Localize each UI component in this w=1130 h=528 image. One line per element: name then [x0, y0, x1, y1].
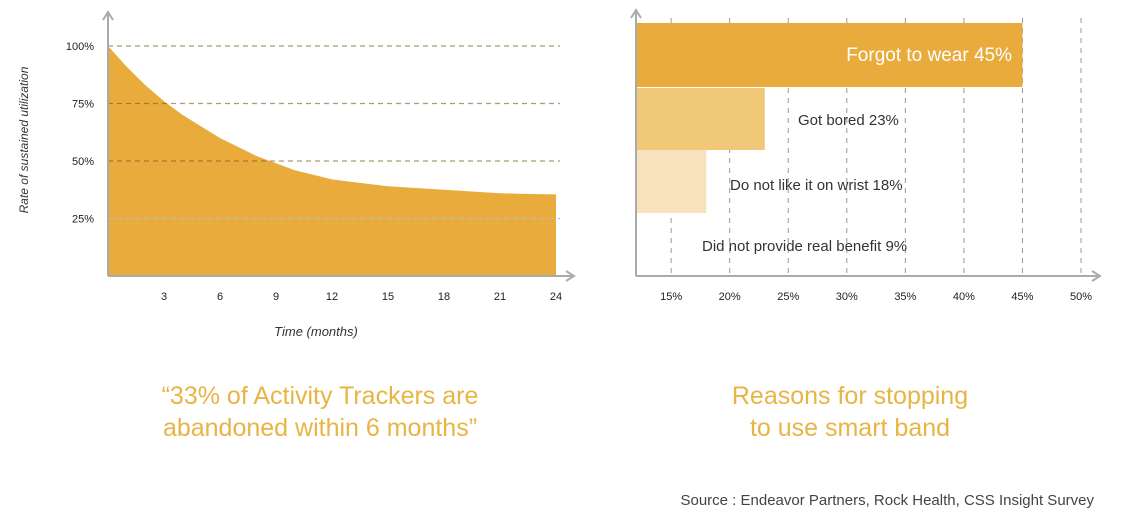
- x-tick-label: 50%: [1070, 291, 1092, 303]
- x-tick-label: 20%: [719, 291, 741, 303]
- x-tick-label: 6: [217, 291, 223, 303]
- x-tick-label: 12: [326, 291, 338, 303]
- right-caption-line2: to use smart band: [749, 414, 951, 442]
- x-tick-label: 35%: [894, 291, 916, 303]
- left-area-chart: 25% 50% 75% 100% 3 6 9 12 15 18 21 24 Time (months) R…: [17, 10, 576, 339]
- x-axis-arrow: [1091, 270, 1102, 282]
- right-caption: Reasons for stopping to use smart band: [640, 380, 1060, 444]
- y-tick-label: 50%: [72, 156, 94, 168]
- y-tick-label: 75%: [72, 99, 94, 111]
- y-axis-title: Rate of sustained utilization: [17, 66, 31, 213]
- left-caption-line1: “33% of Activity Trackers are: [161, 382, 479, 410]
- bar-label: Got bored 23%: [798, 112, 899, 129]
- y-tick-label: 25%: [72, 214, 94, 226]
- bar-label: Did not provide real benefit 9%: [702, 238, 907, 255]
- bar-label: Forgot to wear 45%: [846, 45, 1012, 66]
- bar: [636, 88, 765, 150]
- source-note: Source : Endeavor Partners, Rock Health,…: [680, 492, 1094, 509]
- y-axis-arrow: [102, 10, 114, 21]
- x-axis-arrow: [565, 270, 576, 282]
- bar: [636, 23, 1023, 87]
- x-tick-label: 15: [382, 291, 394, 303]
- left-caption-line2: abandoned within 6 months”: [162, 414, 478, 442]
- x-tick-label: 40%: [953, 291, 975, 303]
- x-axis-title: Time (months): [274, 324, 358, 339]
- right-bar-chart: 15% 20% 25% 30% 35% 40% 45% 50% Forgot to wear 4…: [630, 8, 1102, 303]
- x-tick-label: 30%: [836, 291, 858, 303]
- bar: [636, 150, 707, 213]
- x-tick-label: 45%: [1011, 291, 1033, 303]
- x-tick-label: 24: [550, 291, 562, 303]
- bar-label: Do not like it on wrist 18%: [730, 177, 903, 194]
- y-tick-label: 100%: [66, 41, 94, 53]
- right-caption-line1: Reasons for stopping: [731, 382, 969, 410]
- x-tick-label: 18: [438, 291, 450, 303]
- x-tick-label: 9: [273, 291, 279, 303]
- x-tick-label: 15%: [660, 291, 682, 303]
- left-caption: “33% of Activity Trackers are abandoned …: [100, 380, 540, 444]
- x-tick-label: 25%: [777, 291, 799, 303]
- y-axis-arrow: [630, 8, 642, 19]
- x-tick-label: 21: [494, 291, 506, 303]
- x-tick-label: 3: [161, 291, 167, 303]
